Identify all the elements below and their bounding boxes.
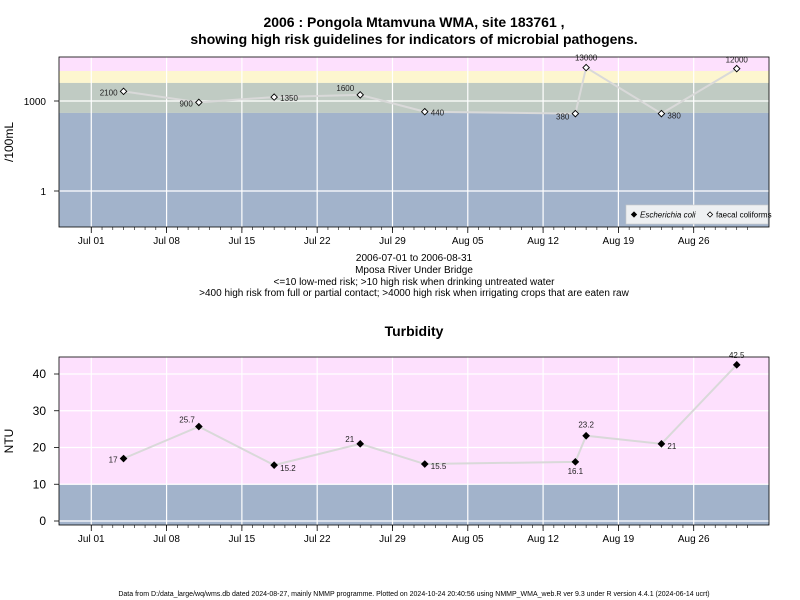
footer-note: Data from D:/data_large/wq/wms.db dated …	[118, 591, 709, 598]
data-point	[420, 107, 429, 116]
legend-label: Escherichia coli	[640, 211, 696, 220]
data-label: 1600	[336, 84, 354, 93]
data-label: 25.7	[179, 416, 195, 425]
data-label: 13000	[575, 54, 598, 63]
data-point	[732, 64, 741, 73]
x-tick-label: Aug 19	[603, 236, 635, 247]
chart2-plot: 17 25.7 15.2 21 15.5 16.1 23.2 21 42.5 Jul 01 Jul …	[2, 351, 770, 545]
data-label: 23.2	[578, 421, 594, 430]
data-point	[571, 457, 580, 466]
data-point	[195, 98, 203, 107]
data-point	[356, 439, 365, 448]
x-tick-label: Jul 15	[229, 236, 256, 247]
risk-band	[59, 57, 769, 71]
x-tick-label: Aug 12	[527, 534, 559, 545]
data-point	[270, 93, 278, 101]
chart1-plot: 2100 900 1350 1600 440 380 13000 380 12000 Jul 01…	[2, 54, 772, 247]
x-tick-label: Aug 12	[527, 236, 559, 247]
legend-marker	[706, 211, 714, 218]
y-tick-label: 10	[33, 477, 47, 491]
x-tick-label: Jul 08	[153, 534, 180, 545]
x-tick-label: Jul 08	[153, 236, 180, 247]
data-point	[657, 439, 666, 448]
data-label: 380	[667, 112, 681, 121]
y-tick-label: 30	[33, 404, 47, 418]
data-label: 12000	[726, 56, 749, 65]
y-axis-label: /100mL	[2, 122, 16, 162]
data-label: 21	[667, 442, 676, 451]
x-tick-label: Aug 05	[452, 236, 484, 247]
data-point	[571, 109, 580, 118]
chart2-title: Turbidity	[385, 323, 444, 339]
caption-guideline-2: >400 high risk from full or partial cont…	[199, 288, 629, 299]
data-label: 17	[109, 456, 118, 465]
x-tick-label: Jul 22	[304, 534, 331, 545]
data-label: 900	[179, 99, 193, 108]
data-point	[195, 422, 203, 431]
caption-guideline-1: <=10 low-med risk; >10 high risk when dr…	[274, 277, 556, 288]
data-label: 21	[345, 435, 354, 444]
y-tick-label: 1000	[24, 97, 47, 108]
data-point	[732, 360, 741, 369]
data-label: 1350	[280, 94, 298, 103]
data-label: 380	[556, 113, 570, 122]
x-tick-label: Jul 01	[78, 236, 105, 247]
caption-date-range: 2006-07-01 to 2006-08-31	[356, 253, 473, 264]
plot-area	[59, 57, 769, 227]
y-axis-label: NTU	[2, 429, 16, 454]
data-point	[420, 460, 429, 468]
risk-band	[59, 357, 769, 485]
data-label: 440	[431, 109, 445, 118]
data-point	[582, 431, 590, 440]
y-tick-label: 1	[40, 187, 46, 198]
chart1-subtitle: showing high risk guidelines for indicat…	[190, 31, 637, 47]
y-tick-label: 40	[33, 367, 47, 381]
data-label: 15.5	[431, 462, 447, 471]
x-tick-label: Aug 26	[678, 534, 710, 545]
legend-box	[625, 204, 769, 225]
data-point	[582, 63, 590, 72]
data-point	[657, 109, 666, 118]
legend: Escherichia coli faecal coliforms	[625, 204, 772, 225]
x-tick-label: Jul 29	[379, 534, 406, 545]
data-point	[270, 461, 278, 469]
x-tick-label: Aug 05	[452, 534, 484, 545]
x-tick-label: Jul 22	[304, 236, 331, 247]
risk-band	[59, 71, 769, 83]
chart1-title: 2006 : Pongola Mtamvuna WMA, site 183761…	[263, 14, 564, 30]
legend-label: faecal coliforms	[716, 211, 772, 220]
data-label: 16.1	[568, 467, 584, 476]
x-tick-label: Jul 29	[379, 236, 406, 247]
caption-site: Mposa River Under Bridge	[355, 265, 473, 276]
data-label: 42.5	[729, 351, 745, 360]
data-label: 2100	[100, 88, 118, 97]
data-point	[119, 454, 128, 463]
y-tick-label: 0	[39, 514, 46, 528]
x-tick-label: Jul 01	[78, 534, 105, 545]
y-tick-label: 20	[33, 441, 47, 455]
data-label: 15.2	[280, 464, 296, 473]
data-point	[119, 87, 128, 96]
x-tick-label: Aug 26	[678, 236, 710, 247]
x-tick-label: Aug 19	[603, 534, 635, 545]
data-point	[356, 91, 365, 99]
legend-marker	[630, 211, 638, 218]
x-tick-label: Jul 15	[229, 534, 256, 545]
plot-area	[59, 357, 769, 525]
risk-band	[59, 484, 769, 525]
